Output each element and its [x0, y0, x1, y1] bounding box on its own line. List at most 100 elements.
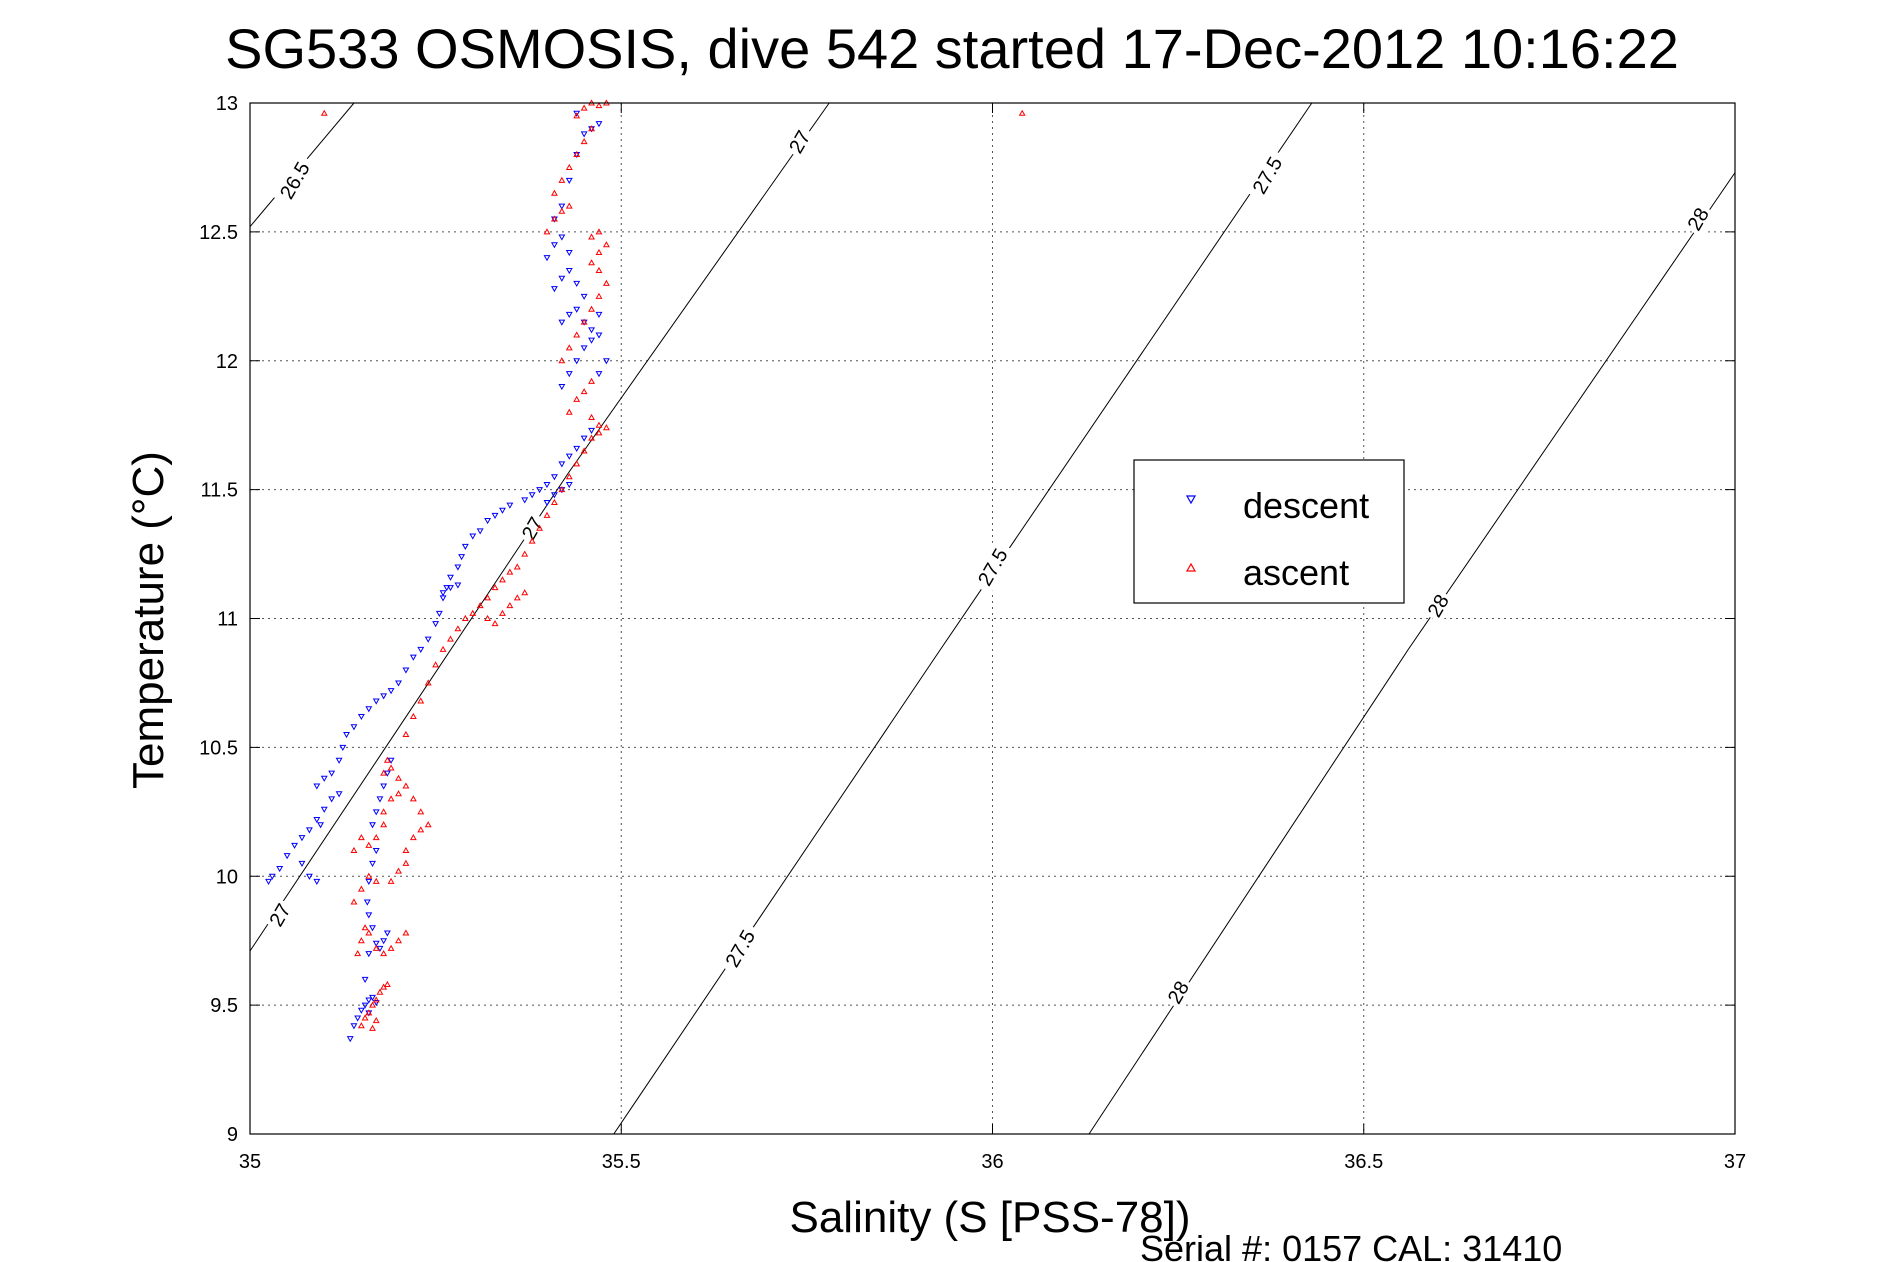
data-point-descent	[276, 866, 284, 873]
data-point-ascent	[558, 486, 566, 493]
data-point-ascent	[484, 594, 492, 601]
x-tick-label: 36.5	[1344, 1151, 1383, 1173]
data-point-ascent	[357, 1022, 365, 1029]
data-point-descent	[558, 203, 566, 210]
y-tick-label: 12	[216, 351, 238, 373]
data-point-ascent	[402, 846, 410, 853]
data-point-descent	[268, 873, 276, 880]
data-point-descent	[580, 435, 588, 442]
data-point-descent	[305, 873, 313, 880]
data-point-ascent	[350, 846, 358, 853]
data-point-descent	[454, 582, 462, 589]
data-point-descent	[461, 543, 469, 550]
legend-label-descent: descent	[1243, 485, 1369, 526]
data-point-descent	[380, 693, 388, 700]
data-point-ascent	[369, 1001, 376, 1008]
contour-label-bg	[969, 539, 1016, 595]
data-point-descent	[357, 713, 365, 721]
data-point-descent	[313, 817, 321, 824]
data-point-descent	[365, 951, 373, 958]
data-point-ascent	[447, 635, 454, 642]
data-point-descent	[595, 121, 603, 128]
data-points	[265, 99, 1026, 1043]
data-point-descent	[361, 976, 369, 983]
data-point-ascent	[432, 661, 440, 668]
data-point-ascent	[580, 388, 588, 395]
density-contour	[249, 102, 830, 952]
data-point-ascent	[395, 867, 402, 874]
data-point-ascent	[588, 305, 596, 312]
data-point-descent	[317, 822, 324, 829]
data-point-descent	[335, 791, 343, 798]
x-tick-label: 35	[239, 1151, 261, 1173]
legend: descent ascent	[1133, 459, 1405, 604]
data-point-ascent	[595, 248, 603, 255]
x-tick-label: 37	[1724, 1151, 1746, 1173]
data-point-ascent	[387, 944, 395, 951]
data-point-descent	[354, 1015, 362, 1022]
data-point-descent	[565, 481, 573, 489]
data-point-descent	[357, 1007, 365, 1014]
data-point-descent	[595, 311, 603, 318]
data-point-ascent	[588, 434, 596, 441]
data-point-descent	[376, 796, 384, 803]
data-point-descent	[417, 646, 425, 654]
data-point-descent	[565, 371, 573, 378]
data-point-descent	[369, 994, 376, 1002]
data-point-descent	[550, 242, 558, 249]
data-point-ascent	[387, 877, 395, 884]
data-point-ascent	[395, 790, 402, 797]
data-point-ascent	[320, 109, 328, 116]
data-point-descent	[395, 680, 402, 687]
data-point-ascent	[383, 756, 391, 763]
data-point-descent	[361, 1002, 369, 1009]
data-point-descent	[365, 912, 373, 919]
data-point-descent	[283, 853, 291, 860]
data-point-descent	[565, 311, 573, 318]
y-axis-label: Temperature (°C)	[124, 451, 173, 789]
data-point-descent	[313, 783, 321, 790]
chart-title: SG533 OSMOSIS, dive 542 started 17-Dec-2…	[225, 17, 1679, 80]
data-point-ascent	[573, 331, 581, 338]
x-tick-label: 36	[981, 1151, 1003, 1173]
data-point-descent	[498, 507, 506, 514]
data-point-descent	[328, 770, 336, 777]
contour-label-bg	[782, 123, 817, 160]
data-point-descent	[265, 878, 273, 886]
y-tick-label: 9	[227, 1124, 238, 1146]
data-point-descent	[536, 487, 544, 494]
data-point-ascent	[387, 795, 395, 802]
data-point-ascent	[595, 421, 603, 428]
data-point-ascent	[417, 826, 425, 833]
data-point-descent	[565, 453, 573, 460]
data-point-descent	[558, 384, 566, 391]
data-point-descent	[447, 574, 454, 581]
data-point-descent	[443, 585, 451, 592]
data-point-ascent	[602, 424, 610, 431]
data-point-ascent	[402, 782, 410, 789]
data-point-descent	[402, 667, 410, 674]
data-point-ascent	[387, 764, 395, 771]
data-point-descent	[573, 445, 581, 453]
data-point-descent	[458, 554, 466, 561]
data-point-descent	[372, 809, 380, 816]
data-point-ascent	[402, 859, 410, 866]
data-point-descent	[350, 1023, 358, 1030]
data-point-ascent	[513, 563, 521, 570]
legend-marker-descent	[1185, 495, 1197, 505]
data-point-descent	[565, 268, 573, 275]
data-point-descent	[298, 860, 306, 867]
data-point-ascent	[424, 821, 432, 828]
data-point-descent	[376, 945, 384, 953]
data-point-ascent	[580, 447, 588, 454]
data-point-ascent	[361, 1014, 369, 1021]
data-point-ascent	[580, 318, 588, 325]
data-point-ascent	[439, 645, 447, 652]
data-point-descent	[365, 997, 373, 1004]
data-point-ascent	[573, 395, 581, 402]
data-point-descent	[595, 371, 603, 378]
data-point-ascent	[372, 877, 380, 884]
data-point-ascent	[372, 944, 380, 951]
data-point-ascent	[357, 885, 365, 892]
